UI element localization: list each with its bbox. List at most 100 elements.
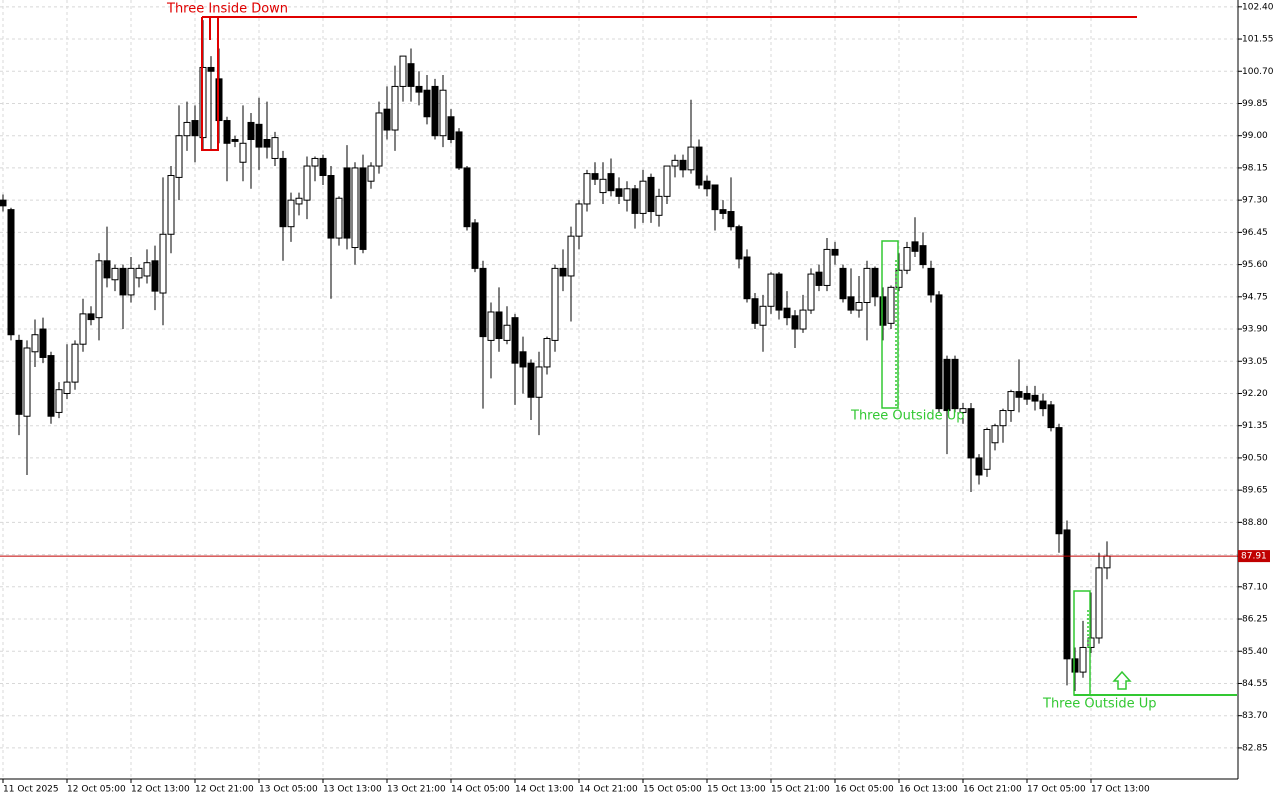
candle-body <box>143 262 151 277</box>
y-tick-label: 97.30 <box>1242 196 1268 206</box>
candle-body <box>887 286 895 324</box>
y-tick-label: 98.15 <box>1242 163 1268 173</box>
candle-body <box>983 428 991 470</box>
candle-body <box>695 146 703 186</box>
y-tick-label: 94.75 <box>1242 292 1268 302</box>
x-tick-label: 14 Oct 13:00 <box>515 785 574 795</box>
candle-body <box>1055 427 1063 535</box>
grid <box>0 0 1238 779</box>
y-tick-label: 93.05 <box>1242 357 1268 367</box>
candle-body <box>15 339 23 415</box>
candle-body <box>375 112 383 167</box>
candle-body <box>719 209 727 214</box>
up-arrow <box>1112 670 1132 690</box>
candle-body <box>687 146 695 171</box>
candle-body <box>359 167 367 250</box>
candle-body <box>999 410 1007 427</box>
candle-body <box>135 267 143 279</box>
candle-body <box>87 313 95 321</box>
y-tick-label: 93.90 <box>1242 325 1268 335</box>
y-tick-label: 89.65 <box>1242 486 1268 496</box>
candle-body <box>591 173 599 180</box>
candles <box>0 20 1238 692</box>
candle-body <box>47 355 55 417</box>
candle-body <box>127 267 135 296</box>
candle-body <box>191 120 199 137</box>
candle-body <box>935 294 943 410</box>
candle-body <box>839 267 847 300</box>
candle-body <box>231 138 239 142</box>
candle-body <box>319 157 327 177</box>
candle-body <box>679 159 687 171</box>
candle-body <box>1023 392 1031 400</box>
candle-body <box>543 338 551 368</box>
y-tick-label: 101.55 <box>1242 35 1274 45</box>
candle-body <box>647 176 655 213</box>
candle-body <box>1103 555 1111 569</box>
x-tick-label: 15 Oct 21:00 <box>771 785 830 795</box>
candle-body <box>615 188 623 197</box>
candle-body <box>1031 394 1039 402</box>
y-tick-label: 84.55 <box>1242 679 1268 689</box>
candle-body <box>391 85 399 131</box>
candle-body <box>1063 529 1071 660</box>
candle-body <box>535 366 543 398</box>
last-price-box <box>1238 550 1270 563</box>
candle-body <box>159 233 167 294</box>
x-tick-label: 17 Oct 05:00 <box>1027 785 1086 795</box>
candle-body <box>1015 391 1023 398</box>
y-tick-label: 87.10 <box>1242 582 1268 592</box>
candle-body <box>735 226 743 260</box>
x-tick-label: 12 Oct 21:00 <box>195 785 254 795</box>
candle-body <box>639 180 647 214</box>
candle-body <box>919 245 927 266</box>
y-tick-label: 85.40 <box>1242 647 1268 657</box>
pattern-box <box>201 17 219 151</box>
candle-body <box>0 199 7 207</box>
candle-body <box>415 85 423 93</box>
candle-body <box>351 167 359 249</box>
candle-body <box>743 256 751 300</box>
candle-body <box>831 248 839 256</box>
candle-body <box>775 273 783 311</box>
candle-body <box>447 116 455 140</box>
candle-body <box>1047 404 1055 429</box>
x-tick-label: 16 Oct 05:00 <box>835 785 894 795</box>
candle-body <box>751 298 759 324</box>
candle-body <box>295 197 303 205</box>
candle-body <box>959 408 967 413</box>
x-tick-label: 14 Oct 21:00 <box>579 785 638 795</box>
candle-body <box>335 197 343 239</box>
candle-body <box>207 66 215 72</box>
candle-body <box>1079 646 1087 673</box>
pattern-label: Three Outside Up <box>850 409 964 424</box>
y-tick-label: 92.20 <box>1242 389 1268 399</box>
y-tick-label: 99.00 <box>1242 131 1268 141</box>
candle-body <box>559 267 567 277</box>
candle-body <box>855 302 863 311</box>
x-tick-label: 13 Oct 13:00 <box>323 785 382 795</box>
candle-body <box>95 260 103 319</box>
candle-body <box>175 135 183 178</box>
candle-body <box>383 108 391 131</box>
candle-body <box>431 85 439 137</box>
x-tick-label: 13 Oct 05:00 <box>259 785 318 795</box>
candle-body <box>1007 391 1015 412</box>
candle-body <box>879 296 887 326</box>
candle-body <box>111 267 119 281</box>
candle-body <box>439 89 447 137</box>
y-tick-label: 91.35 <box>1242 421 1268 431</box>
candle-body <box>343 167 351 239</box>
y-tick-label: 99.85 <box>1242 99 1268 109</box>
candle-body <box>847 296 855 311</box>
candle-body <box>311 157 319 167</box>
x-tick-label: 12 Oct 05:00 <box>67 785 126 795</box>
candle-body <box>271 137 279 159</box>
candle-body <box>263 138 271 148</box>
candle-body <box>63 381 71 394</box>
y-tick-label: 96.45 <box>1242 228 1268 238</box>
y-tick-label: 102.40 <box>1242 2 1274 12</box>
pattern-three-inside-down <box>201 16 1137 151</box>
candle-body <box>471 222 479 269</box>
candle-body <box>967 408 975 459</box>
